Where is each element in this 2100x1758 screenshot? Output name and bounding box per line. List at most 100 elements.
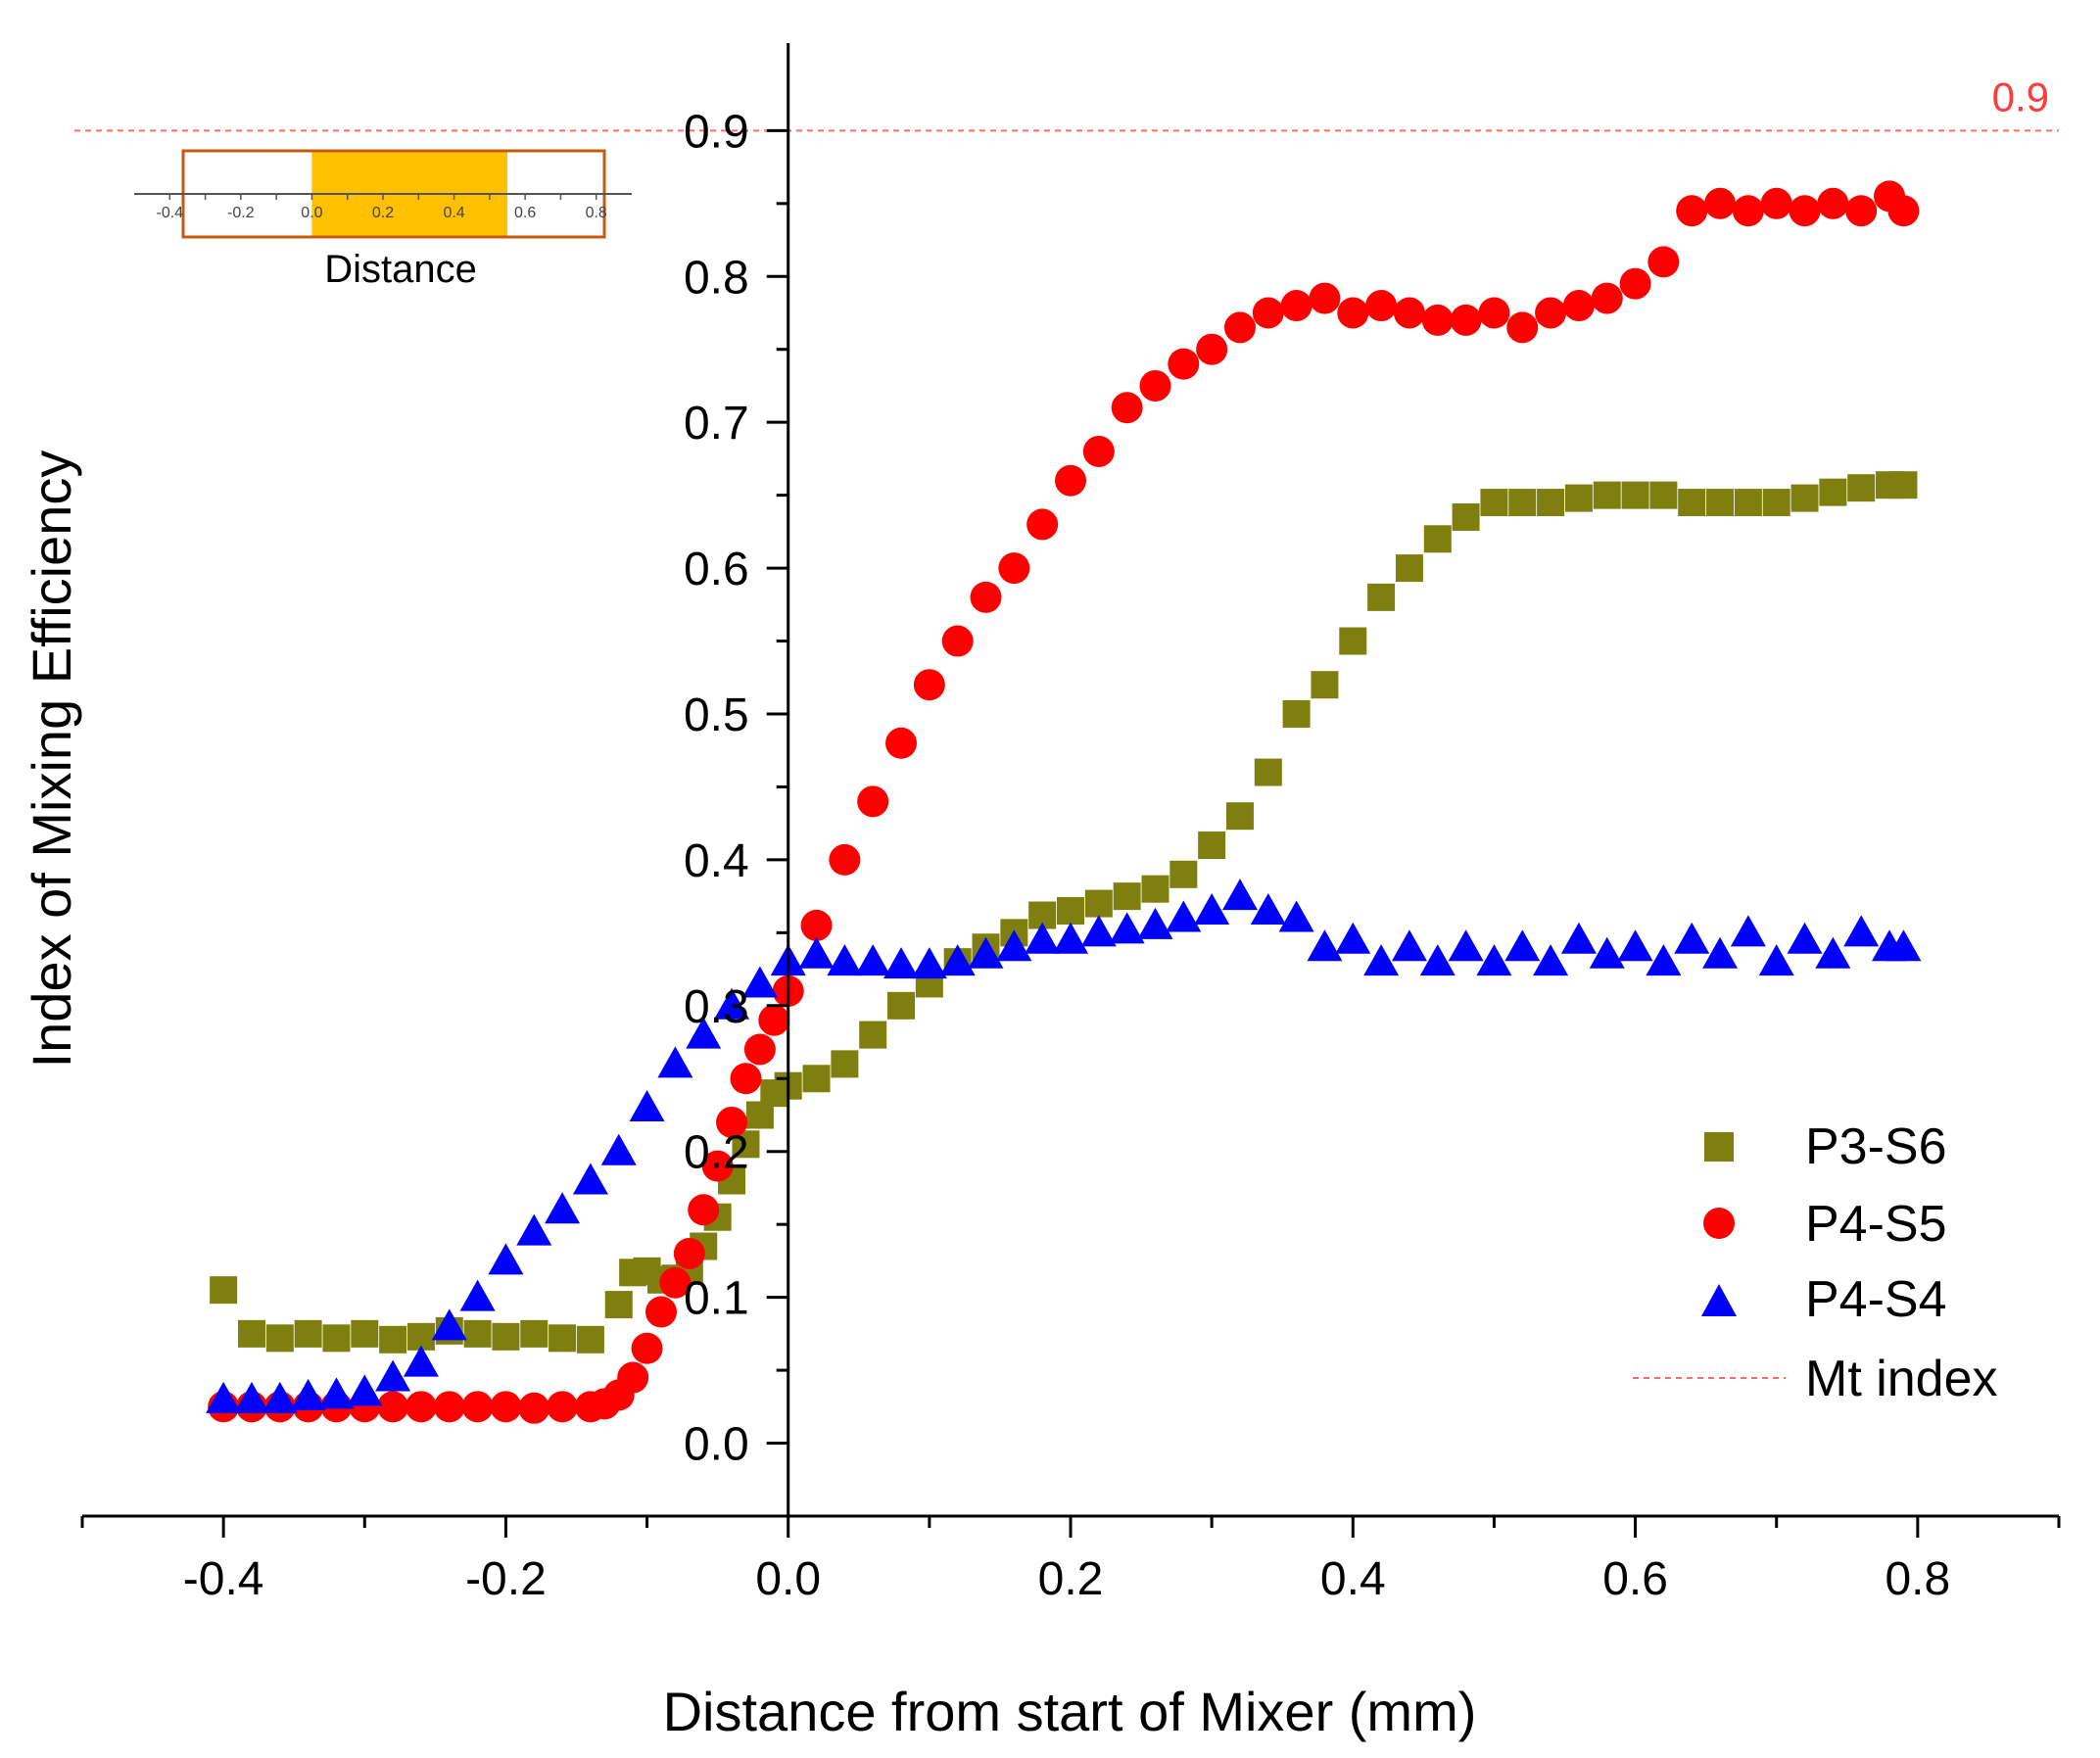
data-point <box>322 1324 351 1353</box>
legend-marker-triangle <box>1701 1284 1737 1316</box>
x-tick-label: -0.4 <box>183 1553 264 1605</box>
data-point <box>1674 922 1710 954</box>
y-tick-label: 0.7 <box>684 398 749 450</box>
data-point <box>1198 831 1226 860</box>
data-point <box>716 1106 748 1138</box>
data-point <box>686 1017 722 1049</box>
data-point <box>1647 246 1680 278</box>
data-point <box>463 1319 492 1348</box>
data-point <box>1617 929 1653 962</box>
inset-tick-label: 0.8 <box>586 205 607 221</box>
data-point <box>1480 489 1508 517</box>
y-axis-ticks: 0.0 0.1 0.2 0.3 0.4 0.5 0.6 0.7 0.8 0.9 <box>684 106 788 1518</box>
data-point <box>1504 929 1541 962</box>
inset-tick-label: 0.2 <box>372 205 394 221</box>
data-point <box>520 1319 549 1348</box>
data-point <box>1591 282 1623 314</box>
x-tick-label: 0.2 <box>1038 1553 1104 1605</box>
data-point <box>403 1345 439 1377</box>
axes: -0.4 -0.2 0.0 0.2 0.4 0.6 0.8 0.00.10.20.30.40… <box>80 43 2061 1605</box>
data-point <box>1478 297 1510 329</box>
data-point <box>1113 882 1141 911</box>
x-tick-label: 0.0 <box>755 1553 821 1605</box>
data-point <box>1137 907 1173 939</box>
data-point <box>1307 929 1343 962</box>
data-point <box>1734 489 1762 517</box>
y-tick-label: 0.3 <box>684 981 749 1033</box>
data-point <box>1564 484 1593 512</box>
inset-tick-label: 0.6 <box>514 205 536 221</box>
x-tick-label: 0.4 <box>1320 1553 1386 1605</box>
data-point <box>516 1213 552 1246</box>
data-point <box>1252 297 1284 329</box>
data-point <box>1084 889 1113 918</box>
data-point <box>1649 481 1678 509</box>
legend-marker-circle <box>1703 1208 1735 1239</box>
data-point <box>855 944 891 976</box>
inset-tick-label: 0.4 <box>443 205 464 221</box>
data-point <box>1562 290 1595 322</box>
data-point <box>1646 944 1682 976</box>
data-point <box>547 1391 579 1423</box>
data-point <box>1450 304 1482 336</box>
data-point <box>1419 944 1456 976</box>
data-point <box>490 1391 522 1423</box>
y-tick-label: 0.2 <box>684 1127 749 1179</box>
data-point <box>1363 944 1400 976</box>
data-point <box>1845 195 1878 227</box>
legend-marker-square <box>1704 1132 1734 1162</box>
data-point <box>887 991 916 1020</box>
data-point <box>1885 929 1922 962</box>
data-point <box>1337 297 1369 329</box>
data-point <box>631 1332 663 1364</box>
data-point <box>1732 195 1764 227</box>
data-point <box>1560 922 1597 954</box>
data-point <box>1535 297 1567 329</box>
data-point <box>318 1377 355 1409</box>
data-point <box>1221 879 1258 911</box>
data-point <box>1055 464 1086 497</box>
data-point <box>659 1266 692 1299</box>
x-axis-ticks: -0.4 -0.2 0.0 0.2 0.4 0.6 0.8 <box>80 1516 2061 1605</box>
x-tick-label: 0.6 <box>1602 1553 1668 1605</box>
data-point <box>1141 875 1169 903</box>
data-point <box>1367 583 1396 611</box>
data-point <box>673 1237 705 1269</box>
data-point <box>714 987 750 1020</box>
inset-tick-label: 0.0 <box>301 205 322 221</box>
data-point <box>1790 484 1819 512</box>
data-point <box>1619 267 1651 300</box>
data-point <box>265 1324 294 1353</box>
data-point <box>233 1381 269 1413</box>
data-point <box>1421 304 1454 336</box>
data-point <box>743 1033 776 1066</box>
data-point <box>1109 912 1145 944</box>
data-point <box>433 1391 465 1423</box>
y-axis-title: Index of Mixing Efficiency <box>21 451 82 1069</box>
inset-tick-label: -0.2 <box>227 205 255 221</box>
data-point <box>1621 481 1649 509</box>
data-point <box>431 1308 467 1341</box>
data-point <box>802 1065 831 1093</box>
data-markers <box>206 180 1922 1424</box>
data-point <box>1533 944 1569 976</box>
data-point <box>1448 929 1484 962</box>
inset-ticks: -0.4 -0.2 0.0 0.2 0.4 0.6 0.8 <box>156 194 607 221</box>
data-point <box>1789 195 1821 227</box>
data-point <box>1847 474 1876 502</box>
x-tick-label: -0.2 <box>465 1553 547 1605</box>
data-point <box>885 727 918 759</box>
data-point <box>1758 944 1794 976</box>
data-point <box>857 785 889 818</box>
data-point <box>1026 508 1059 541</box>
data-point <box>1537 489 1565 517</box>
legend-label: P3-S6 <box>1805 1118 1947 1175</box>
data-point <box>1889 471 1918 499</box>
data-point <box>941 625 974 657</box>
data-point <box>1391 929 1427 962</box>
data-point <box>1053 922 1088 954</box>
data-point <box>549 1324 577 1353</box>
data-point <box>1223 311 1256 344</box>
x-tick-label: 0.8 <box>1885 1553 1950 1605</box>
